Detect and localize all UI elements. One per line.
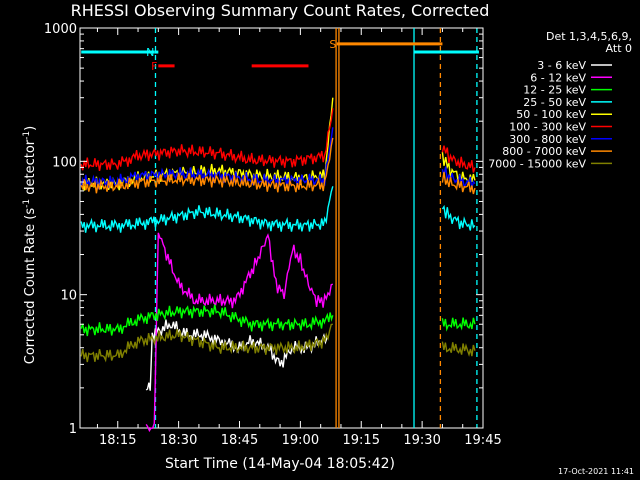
series-line-6: [441, 166, 476, 189]
series-line-7: [80, 137, 334, 194]
legend-header-line2: Att 0: [606, 42, 632, 55]
series-line-2: [80, 304, 334, 337]
x-tick-label: 18:15: [99, 433, 136, 448]
legend-entry-label: 100 - 300 keV: [509, 121, 586, 134]
x-tick-label: 19:30: [403, 433, 440, 448]
y-axis-label-mid: detector: [23, 139, 38, 199]
axis-ticks: 18:15 18:30 18:45 19:00 19:15 19:30 19:45 1 10 10…: [44, 22, 502, 448]
x-tick-label: 19:15: [343, 433, 380, 448]
y-tick-label: 100: [52, 155, 77, 170]
data-series: [80, 97, 476, 433]
flag-bar-label: N: [146, 46, 154, 59]
y-axis-label-sup2: -1: [22, 131, 32, 140]
legend-entry-label: 50 - 100 keV: [516, 108, 586, 121]
flag-bar-label: F: [151, 60, 157, 73]
flag-bar-label: S: [329, 38, 336, 51]
legend-header-line1: Det 1,3,4,5,6,9,: [546, 30, 632, 43]
series-line-1: [145, 232, 334, 433]
y-axis-label-end: ): [23, 126, 38, 131]
y-axis-label-sup1: -1: [22, 199, 32, 208]
x-tick-label: 19:00: [282, 433, 319, 448]
series-line-8: [441, 341, 476, 357]
series-line-8: [80, 323, 333, 363]
legend-entry-label: 300 - 800 keV: [509, 133, 586, 146]
legend-entry-label: 25 - 50 keV: [523, 96, 586, 109]
series-line-5: [80, 108, 334, 172]
x-tick-label: 19:45: [464, 433, 501, 448]
plot-frame: [79, 27, 484, 429]
annotation-vertical-lines: [154, 28, 478, 428]
legend-entry-label: 12 - 25 keV: [523, 84, 586, 97]
y-axis-label-main: Corrected Count Rate (s: [23, 208, 38, 365]
legend-entry-label: 800 - 7000 keV: [502, 145, 586, 158]
observing-flag-bars: NF S: [81, 38, 479, 73]
y-tick-label: 10: [60, 289, 77, 304]
footer-date: 17-Oct-2021 11:41: [558, 467, 634, 476]
y-tick-label: 1: [69, 422, 77, 437]
legend-entry-label: 7000 - 15000 keV: [488, 157, 586, 170]
x-tick-label: 18:30: [160, 433, 197, 448]
plot-axes: [79, 27, 484, 429]
y-axis-label: Corrected Count Rate (s-1 detector-1): [22, 126, 38, 364]
y-tick-label: 1000: [44, 22, 77, 37]
series-line-6: [80, 127, 334, 190]
x-tick-label: 18:45: [221, 433, 258, 448]
legend-entry-label: 3 - 6 keV: [537, 59, 586, 72]
series-line-5: [441, 145, 476, 173]
series-line-2: [441, 317, 476, 332]
legend-entry-label: 6 - 12 keV: [530, 71, 586, 84]
series-line-3: [441, 204, 476, 231]
chart-title: RHESSI Observing Summary Count Rates, Co…: [71, 1, 490, 20]
series-line-7: [441, 171, 476, 195]
series-line-3: [80, 186, 334, 233]
x-axis-label: Start Time (14-May-04 18:05:42): [165, 456, 395, 472]
